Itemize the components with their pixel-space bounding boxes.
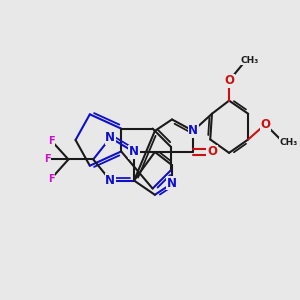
Text: O: O [207,146,217,158]
Text: N: N [167,177,177,190]
Text: N: N [188,124,198,137]
Text: O: O [224,74,234,87]
Text: N: N [105,131,116,144]
Text: F: F [44,154,51,164]
Text: O: O [260,118,270,131]
Text: N: N [105,174,116,187]
Text: F: F [48,173,55,184]
Text: CH₃: CH₃ [280,138,298,147]
Text: N: N [129,146,139,158]
Text: CH₃: CH₃ [241,56,259,64]
Text: F: F [48,136,55,146]
